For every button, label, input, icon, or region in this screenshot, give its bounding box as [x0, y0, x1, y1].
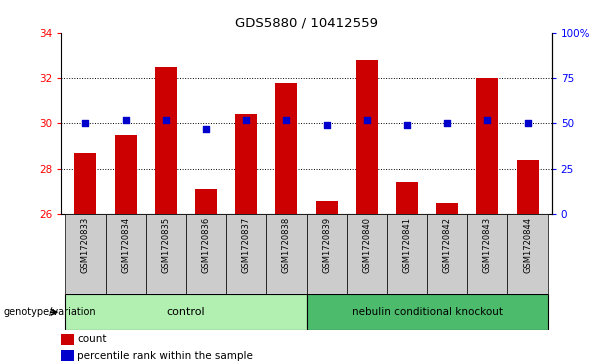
Bar	[467, 214, 508, 294]
Bar	[66, 294, 306, 330]
Bar	[61, 334, 74, 345]
Bar	[427, 214, 467, 294]
Text: count: count	[77, 334, 107, 344]
Text: GSM1720843: GSM1720843	[483, 217, 492, 273]
Bar	[115, 135, 137, 214]
Text: GSM1720838: GSM1720838	[282, 217, 291, 273]
Point	[402, 122, 412, 128]
Text: GSM1720841: GSM1720841	[403, 217, 411, 273]
Bar	[61, 350, 74, 362]
Text: control: control	[167, 307, 205, 317]
Point	[161, 117, 170, 123]
Bar	[275, 82, 297, 214]
Text: GDS5880 / 10412559: GDS5880 / 10412559	[235, 16, 378, 29]
Text: GSM1720837: GSM1720837	[242, 217, 251, 273]
Text: GSM1720840: GSM1720840	[362, 217, 371, 273]
Point	[523, 121, 533, 126]
Bar	[387, 214, 427, 294]
Text: GSM1720833: GSM1720833	[81, 217, 90, 273]
Text: GSM1720836: GSM1720836	[202, 217, 210, 273]
Bar	[235, 114, 257, 214]
Bar	[347, 214, 387, 294]
Bar	[306, 294, 547, 330]
Bar	[154, 67, 177, 214]
Text: GSM1720839: GSM1720839	[322, 217, 331, 273]
Bar	[266, 214, 306, 294]
Point	[443, 121, 452, 126]
Bar	[356, 60, 378, 214]
Bar	[316, 200, 338, 214]
Point	[281, 117, 291, 123]
Point	[201, 126, 211, 132]
Bar	[186, 214, 226, 294]
Bar	[226, 214, 266, 294]
Bar	[396, 183, 418, 214]
Bar	[146, 214, 186, 294]
Bar	[74, 153, 96, 214]
Text: GSM1720844: GSM1720844	[523, 217, 532, 273]
Bar	[66, 214, 105, 294]
Text: GSM1720834: GSM1720834	[121, 217, 130, 273]
Point	[362, 117, 371, 123]
Point	[322, 122, 332, 128]
Bar	[436, 203, 459, 214]
Text: percentile rank within the sample: percentile rank within the sample	[77, 351, 253, 361]
Text: GSM1720842: GSM1720842	[443, 217, 452, 273]
Bar	[476, 78, 498, 214]
Point	[482, 117, 492, 123]
Bar	[195, 189, 217, 214]
Text: GSM1720835: GSM1720835	[161, 217, 170, 273]
Bar	[508, 214, 547, 294]
Text: genotype/variation: genotype/variation	[3, 307, 96, 317]
Bar	[306, 214, 347, 294]
Point	[121, 117, 131, 123]
Point	[80, 121, 90, 126]
Bar	[105, 214, 146, 294]
Bar	[517, 160, 539, 214]
Point	[242, 117, 251, 123]
Text: nebulin conditional knockout: nebulin conditional knockout	[352, 307, 503, 317]
